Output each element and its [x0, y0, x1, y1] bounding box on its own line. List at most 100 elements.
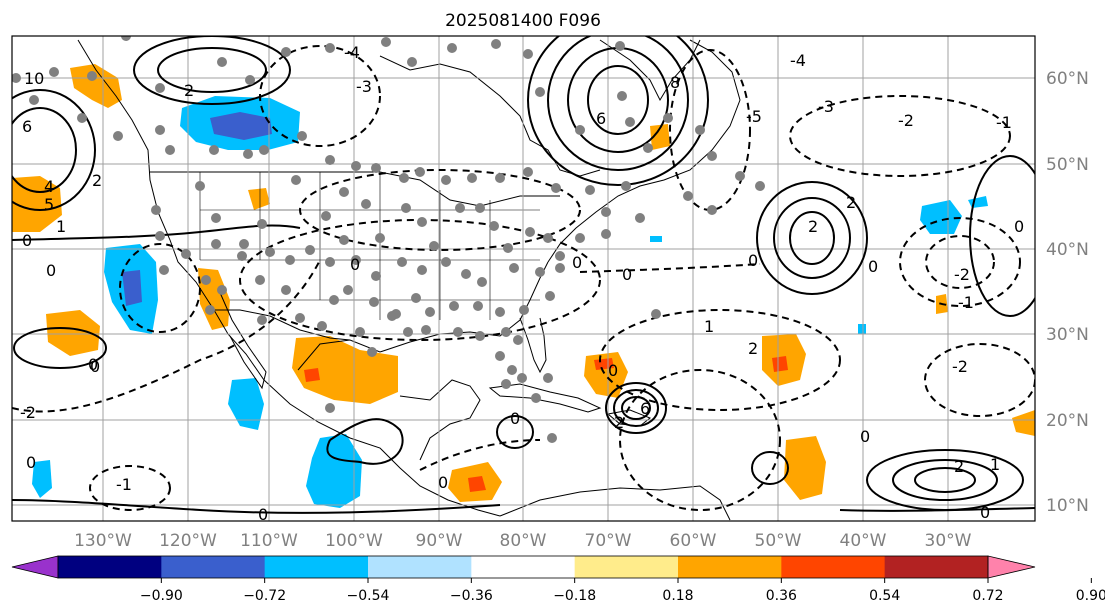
contour-negative — [924, 343, 1035, 417]
contour-label: -5 — [746, 107, 762, 126]
station-dot — [517, 373, 527, 383]
station-dot — [429, 241, 439, 251]
contour-label: 6 — [640, 399, 650, 418]
contour-negative — [12, 259, 321, 413]
contour-label: 0 — [980, 503, 990, 522]
contour-label: 0 — [868, 257, 878, 276]
colorbar-tick-label: 0.36 — [766, 588, 797, 604]
station-dot — [257, 315, 267, 325]
station-dot — [495, 351, 505, 361]
contour-label: 0 — [510, 409, 520, 428]
shade-negative — [306, 434, 362, 508]
station-dot — [695, 125, 705, 135]
latitude-label: 40°N — [1046, 240, 1089, 260]
station-dot — [209, 145, 219, 155]
latitude-label: 10°N — [1046, 496, 1089, 516]
contour-label: 2 — [846, 193, 856, 212]
contour-label: 2 — [954, 457, 964, 476]
station-dot — [245, 75, 255, 85]
contour-label: 0 — [608, 361, 618, 380]
coastline-baja — [217, 287, 267, 390]
longitude-label: 130°W — [74, 531, 132, 551]
station-dot — [507, 365, 517, 375]
colorbar-tick-label: −0.90 — [140, 588, 183, 604]
longitude-label: 90°W — [416, 531, 463, 551]
station-dot — [351, 255, 361, 265]
station-dot — [181, 249, 191, 259]
station-dot — [325, 403, 335, 413]
station-dot — [523, 167, 533, 177]
contour-label-group: 10 6 2 4 5 1 0 0 0 -2 0 -1 2 -4 -3 0 0 0… — [20, 43, 1024, 522]
longitude-label: 30°W — [925, 531, 972, 551]
shade-negative — [228, 378, 264, 430]
colorbar-tick-label: −0.72 — [243, 588, 286, 604]
station-dot — [325, 43, 335, 53]
station-dot — [151, 205, 161, 215]
station-dot — [205, 305, 215, 315]
station-dot — [441, 175, 451, 185]
shade-positive — [784, 436, 826, 500]
contour-positive — [587, 65, 649, 135]
station-dot — [643, 143, 653, 153]
station-dot — [467, 173, 477, 183]
shade-positive — [1012, 410, 1035, 436]
station-dot — [355, 327, 365, 337]
colorbar-frame — [57, 555, 989, 579]
station-dot — [477, 277, 487, 287]
station-dot — [381, 37, 391, 47]
station-dot — [495, 173, 505, 183]
contour-label: -1 — [116, 475, 132, 494]
longitude-label: 50°W — [755, 531, 802, 551]
contour-label: 8 — [670, 73, 680, 92]
station-dot — [453, 327, 463, 337]
shade-positive-strong — [304, 368, 320, 382]
station-dot — [407, 57, 417, 67]
station-dot — [707, 205, 717, 215]
contour-positive — [133, 36, 291, 105]
contour-negative — [119, 243, 201, 333]
station-dot — [297, 131, 307, 141]
contour-negative — [579, 263, 761, 273]
station-dot — [447, 43, 457, 53]
contour-label: -2 — [954, 265, 970, 284]
latitude-label: 50°N — [1046, 155, 1089, 175]
shade-negative — [920, 200, 962, 234]
shade-negative-strong — [122, 270, 142, 306]
colorbar-segment — [161, 556, 266, 578]
contour-label: 5 — [44, 195, 54, 214]
contour-label: 4 — [44, 177, 54, 196]
station-dot — [473, 301, 483, 311]
contour-label: 0 — [1014, 217, 1024, 236]
station-dot — [165, 145, 175, 155]
station-dot — [585, 185, 595, 195]
shade-positive — [46, 310, 100, 356]
shade-negative — [650, 236, 662, 242]
contour-negative — [259, 45, 381, 147]
colorbar-tick-label: 0.54 — [869, 588, 900, 604]
longitude-labels: 130°W 120°W 110°W 100°W 90°W 80°W 70°W 60°W 50°W… — [74, 531, 972, 551]
station-dot — [555, 263, 565, 273]
coastline-southamerica — [499, 485, 731, 521]
map-frame — [11, 35, 1036, 522]
contour-positive — [547, 36, 689, 171]
colorbar-segment — [781, 556, 886, 578]
station-dot — [545, 291, 555, 301]
colorbar-segment — [884, 556, 989, 578]
contour-label: -4 — [790, 51, 806, 70]
station-dot — [415, 167, 425, 177]
station-dot — [411, 293, 421, 303]
station-dot — [361, 199, 371, 209]
station-dot — [399, 173, 409, 183]
station-dot — [237, 251, 247, 261]
colorbar-segment — [368, 556, 472, 578]
contour-negative — [419, 439, 541, 471]
colorbar-tick-label: −0.54 — [347, 588, 390, 604]
station-dot — [425, 307, 435, 317]
station-dot — [635, 213, 645, 223]
station-dot — [707, 151, 717, 161]
colorbar-extend-low — [11, 555, 59, 579]
contour-positive — [773, 197, 851, 279]
contour-positive — [527, 36, 709, 186]
station-dot — [257, 219, 267, 229]
contour-positive — [892, 459, 998, 501]
